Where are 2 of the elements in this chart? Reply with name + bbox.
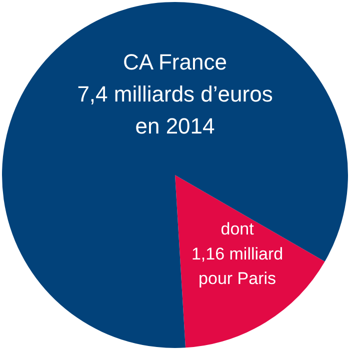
slice-label: dont 1,16 milliard pour Paris (191, 220, 284, 288)
slice-label: CA France 7,4 milliards d’euros en 2014 (77, 50, 273, 138)
